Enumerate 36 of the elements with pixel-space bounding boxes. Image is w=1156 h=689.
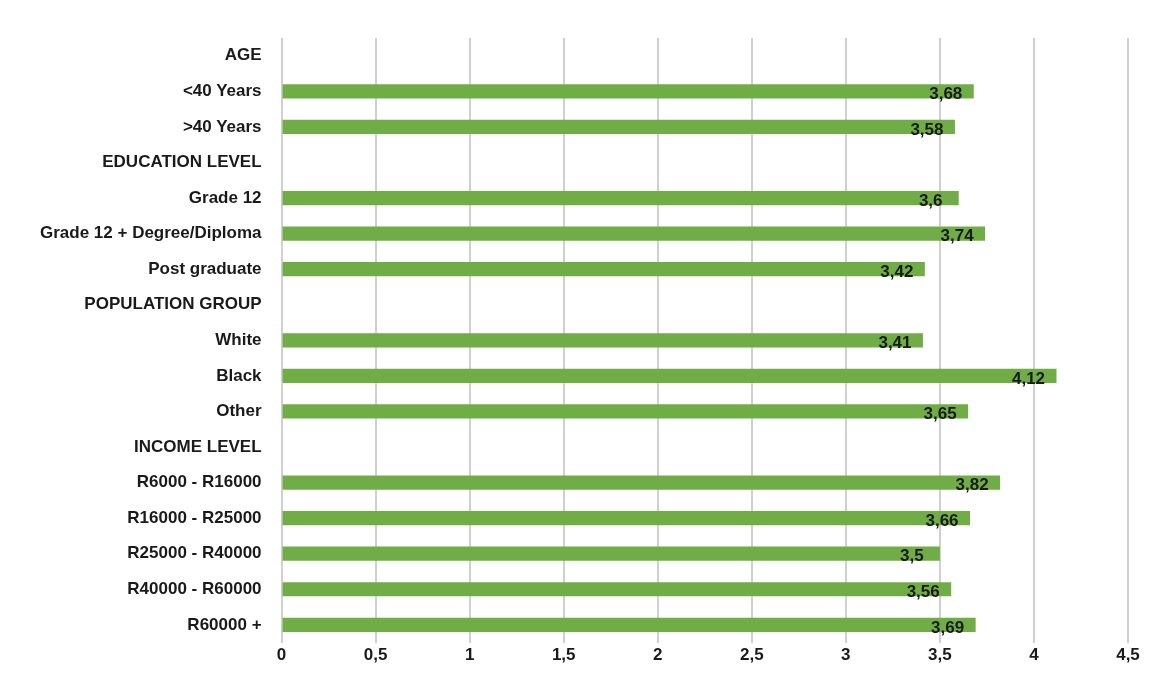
- x-tick-label: 3,5: [928, 645, 952, 665]
- x-tick-label: 1: [464, 645, 475, 665]
- x-tick-label: 1,5: [551, 645, 576, 665]
- data-label: 3,42: [880, 261, 914, 281]
- x-tick-label: 0: [276, 645, 287, 665]
- x-tick-label: 0,5: [363, 645, 388, 665]
- data-label: 3,82: [955, 475, 989, 495]
- data-label: 3,6: [918, 190, 943, 210]
- y-tick-label: AGE: [224, 45, 262, 65]
- data-label: 4,12: [1011, 368, 1046, 388]
- y-tick-label: INCOME LEVEL: [134, 436, 262, 456]
- y-tick-label: Black: [216, 365, 263, 385]
- x-tick-label: 3: [841, 645, 851, 665]
- x-tick-label: 2,5: [739, 645, 764, 665]
- y-tick-label: Other: [216, 401, 262, 421]
- y-tick-label: R60000 +: [187, 614, 262, 634]
- y-tick-label: >40 Years: [182, 116, 262, 136]
- data-label: 3,74: [940, 226, 975, 246]
- y-tick-label: R25000 - R40000: [127, 543, 262, 563]
- y-tick-label: Grade 12 + Degree/Diploma: [39, 223, 263, 243]
- y-tick-label: White: [215, 329, 262, 349]
- data-label: 3,58: [910, 119, 944, 139]
- y-tick-label: Post graduate: [148, 258, 262, 278]
- data-label: 3,69: [931, 617, 965, 637]
- x-tick-label: 2: [653, 645, 663, 665]
- x-tick-label: 4,5: [1116, 645, 1140, 665]
- y-tick-label: POPULATION GROUP: [84, 294, 262, 314]
- y-tick-label: <40 Years: [182, 81, 262, 101]
- y-tick-label: R6000 - R16000: [136, 472, 262, 492]
- y-tick-label: R40000 - R60000: [127, 578, 262, 598]
- y-tick-label: Grade 12: [188, 187, 262, 207]
- data-label: 3,66: [925, 510, 959, 530]
- data-label: 3,5: [900, 546, 924, 566]
- y-tick-label: EDUCATION LEVEL: [102, 152, 262, 172]
- x-tick-label: 4: [1029, 645, 1040, 665]
- y-tick-label: R16000 - R25000: [127, 507, 262, 527]
